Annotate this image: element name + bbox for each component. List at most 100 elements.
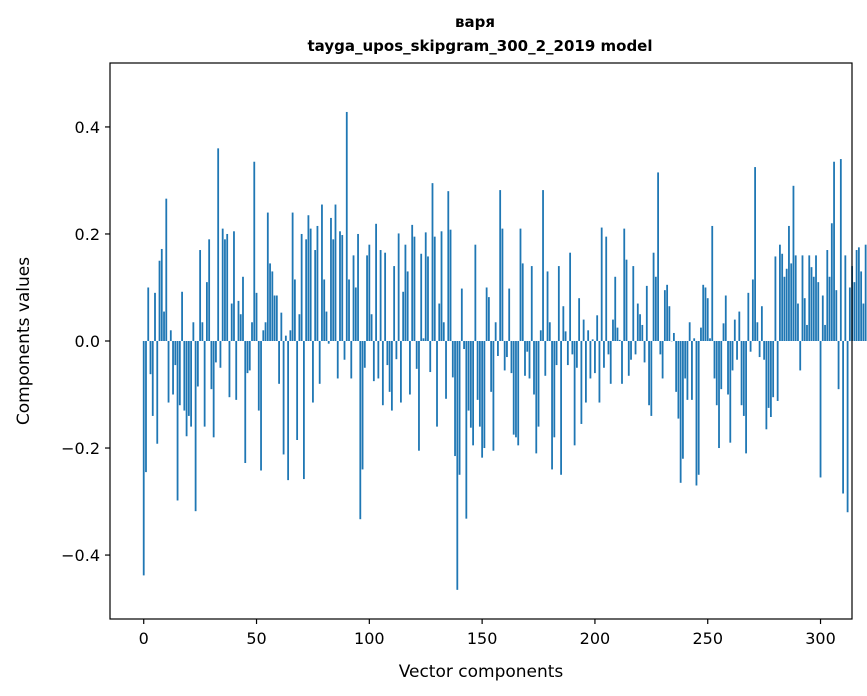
bar (260, 341, 262, 471)
bar (492, 341, 495, 451)
bar (246, 341, 249, 374)
bar (436, 341, 438, 427)
bar (575, 341, 578, 368)
bar (767, 341, 770, 408)
bars-group (142, 111, 867, 590)
bar (388, 341, 391, 392)
bar (709, 338, 711, 341)
bar (729, 341, 732, 443)
bar (300, 233, 303, 341)
bar (215, 341, 217, 363)
bar (715, 341, 718, 406)
bar (463, 341, 465, 350)
bar (562, 306, 565, 341)
bar (594, 341, 596, 374)
bar (341, 235, 344, 341)
bar (815, 255, 817, 341)
bar (657, 172, 659, 341)
bar (147, 287, 150, 341)
bar (792, 185, 795, 341)
x-tick-label: 100 (354, 629, 385, 648)
bar (711, 225, 714, 341)
bar (758, 341, 761, 358)
bar (618, 339, 621, 341)
bar (469, 341, 472, 428)
bar (600, 227, 603, 341)
bar (713, 341, 716, 379)
bar (262, 330, 265, 341)
bar (359, 341, 362, 520)
bar (857, 247, 860, 341)
bar (183, 341, 186, 411)
bar (573, 341, 576, 446)
bar (510, 341, 513, 374)
bar (472, 341, 474, 446)
bar (609, 341, 612, 384)
bar (627, 341, 630, 376)
bar (589, 341, 592, 379)
bar (612, 319, 614, 341)
bar (546, 271, 549, 341)
bar (677, 341, 680, 419)
bar (799, 341, 802, 371)
bar (352, 255, 355, 341)
bar (659, 341, 662, 355)
bar (293, 279, 296, 341)
bar (596, 315, 599, 341)
bar (312, 341, 314, 403)
bar (797, 303, 799, 341)
bar (702, 284, 705, 341)
bar (779, 244, 781, 341)
bar (810, 267, 813, 341)
bar (501, 228, 504, 341)
bar (533, 341, 535, 395)
bar (318, 341, 321, 384)
bar (483, 341, 486, 449)
bar (499, 190, 502, 341)
bar (201, 322, 204, 341)
y-tick-label: −0.2 (61, 439, 100, 458)
bar (239, 314, 242, 341)
bar (639, 314, 641, 341)
bar (172, 341, 174, 395)
bar (535, 341, 538, 454)
bar (228, 341, 231, 398)
bar (544, 341, 547, 376)
bar (720, 341, 723, 390)
y-tick-label: −0.4 (61, 546, 100, 565)
bar (749, 341, 752, 352)
bar (679, 341, 682, 483)
bar (521, 263, 524, 341)
bar (327, 341, 330, 344)
bar (280, 312, 283, 341)
bar (704, 287, 707, 341)
bar (605, 236, 608, 341)
bar (303, 341, 305, 480)
bar (821, 295, 824, 341)
bar (332, 239, 335, 341)
bar (158, 260, 161, 341)
x-tick-label: 50 (246, 629, 266, 648)
bar (526, 341, 529, 352)
bar (454, 341, 456, 457)
bar (860, 271, 863, 341)
bar (289, 330, 292, 341)
bar (607, 341, 610, 355)
x-tick-label: 150 (467, 629, 498, 648)
bar (465, 341, 468, 519)
bar (663, 290, 666, 341)
bar (192, 322, 195, 341)
bar (427, 256, 429, 341)
bar (769, 341, 772, 417)
bar (781, 253, 784, 341)
y-tick-label: 0.0 (75, 332, 100, 351)
bar (528, 341, 531, 379)
bar (415, 341, 418, 369)
bar (257, 341, 260, 411)
bar (298, 314, 301, 341)
bar (354, 287, 357, 341)
bar (156, 341, 159, 444)
bar (603, 341, 605, 368)
bar (614, 276, 617, 341)
bar (675, 341, 678, 392)
